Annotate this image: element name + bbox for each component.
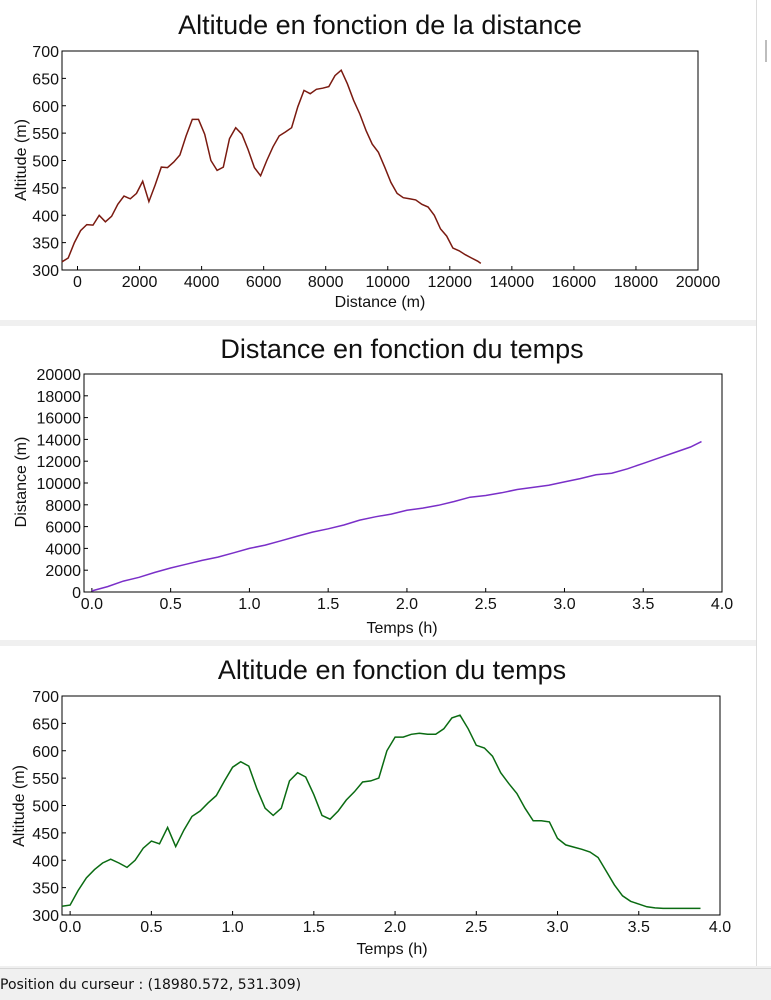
- x-tick-label: 3.0: [553, 596, 575, 613]
- x-tick-label: 3.5: [632, 596, 654, 613]
- y-tick-label: 14000: [37, 432, 82, 449]
- x-tick-label: 2.5: [475, 596, 497, 613]
- x-tick-label: 18000: [614, 274, 659, 291]
- y-tick-label: 650: [32, 716, 59, 733]
- y-tick-label: 20000: [37, 367, 82, 384]
- y-tick-label: 700: [32, 44, 59, 61]
- y-tick-label: 450: [32, 181, 59, 198]
- x-tick-label: 1.5: [317, 596, 339, 613]
- x-tick-label: 2000: [122, 274, 158, 291]
- y-tick-label: 500: [32, 154, 59, 171]
- chart-title: Altitude en fonction du temps: [218, 655, 566, 685]
- x-tick-label: 3.0: [546, 919, 568, 936]
- chart-distance-time: Distance en fonction du temps 0.0 0.5 1.0 1…: [13, 334, 733, 637]
- x-tick-label: 0: [73, 274, 82, 291]
- y-tick-label: 16000: [37, 411, 82, 428]
- plot-frame: [61, 695, 721, 916]
- x-axis-label: Temps (h): [366, 620, 437, 637]
- series-line: [61, 68, 482, 265]
- y-tick-label: 300: [32, 263, 59, 280]
- y-tick-label: 600: [32, 744, 59, 761]
- y-axis-label: Altitude (m): [11, 765, 28, 847]
- y-tick-label: 18000: [37, 389, 82, 406]
- y-tick-label: 600: [32, 99, 59, 116]
- series-line: [61, 714, 701, 910]
- y-tick-label: 350: [32, 881, 59, 898]
- y-axis-label: Distance (m): [13, 437, 30, 528]
- x-tick-label: 12000: [428, 274, 473, 291]
- y-tick-label: 700: [32, 689, 59, 706]
- y-tick-label: 2000: [45, 563, 81, 580]
- y-tick-label: 550: [32, 126, 59, 143]
- chart-title: Altitude en fonction de la distance: [178, 10, 582, 40]
- y-tick-label: 350: [32, 236, 59, 253]
- x-tick-label: 8000: [308, 274, 344, 291]
- chart-title: Distance en fonction du temps: [220, 334, 583, 364]
- y-tick-label: 0: [72, 585, 81, 602]
- x-tick-label: 2.5: [465, 919, 487, 936]
- x-tick-label: 3.5: [628, 919, 650, 936]
- y-tick-label: 6000: [45, 520, 81, 537]
- x-tick-label: 10000: [366, 274, 411, 291]
- x-tick-label: 6000: [246, 274, 282, 291]
- x-tick-label: 4.0: [711, 596, 733, 613]
- x-tick-label: 14000: [490, 274, 535, 291]
- y-tick-label: 4000: [45, 541, 81, 558]
- y-tick-label: 450: [32, 826, 59, 843]
- x-axis-label: Distance (m): [335, 294, 426, 311]
- plot-frame: [83, 373, 723, 593]
- x-tick-label: 0.5: [140, 919, 162, 936]
- y-tick-label: 8000: [45, 498, 81, 515]
- y-tick-label: 400: [32, 208, 59, 225]
- y-tick-label: 12000: [37, 454, 82, 471]
- x-tick-label: 4000: [184, 274, 220, 291]
- scrollbar[interactable]: [756, 0, 771, 966]
- chart-panel-altitude-distance: Altitude en fonction de la distance 0 200…: [0, 0, 771, 320]
- cursor-position-readout: Position du curseur : (18980.572, 531.30…: [0, 977, 302, 993]
- x-tick-label: 1.0: [238, 596, 260, 613]
- status-bar: Position du curseur : (18980.572, 531.30…: [0, 968, 771, 1000]
- series-line: [91, 440, 702, 592]
- y-tick-label: 650: [32, 71, 59, 88]
- y-tick-label: 400: [32, 853, 59, 870]
- y-tick-label: 500: [32, 799, 59, 816]
- x-tick-label: 1.0: [221, 919, 243, 936]
- chart-panel-distance-time: Distance en fonction du temps 0.0 0.5 1.0 1…: [0, 326, 771, 640]
- x-tick-label: 0.5: [160, 596, 182, 613]
- scrollbar-thumb[interactable]: [765, 40, 767, 62]
- y-tick-label: 300: [32, 908, 59, 925]
- y-tick-label: 10000: [37, 476, 82, 493]
- chart-altitude-time: Altitude en fonction du temps 0.0 0.5 1.0 1…: [11, 655, 731, 958]
- chart-altitude-distance: Altitude en fonction de la distance 0 200…: [13, 10, 721, 311]
- y-axis-label: Altitude (m): [13, 119, 30, 201]
- x-tick-label: 0.0: [81, 596, 103, 613]
- x-tick-label: 1.5: [303, 919, 325, 936]
- x-tick-label: 0.0: [59, 919, 81, 936]
- x-tick-label: 20000: [676, 274, 721, 291]
- y-tick-label: 550: [32, 771, 59, 788]
- x-tick-label: 2.0: [396, 596, 418, 613]
- x-tick-label: 2.0: [384, 919, 406, 936]
- x-tick-label: 4.0: [709, 919, 731, 936]
- x-axis-label: Temps (h): [356, 941, 427, 958]
- x-tick-label: 16000: [552, 274, 597, 291]
- plot-frame: [61, 50, 699, 271]
- chart-panel-altitude-time: Altitude en fonction du temps 0.0 0.5 1.0 1…: [0, 646, 771, 966]
